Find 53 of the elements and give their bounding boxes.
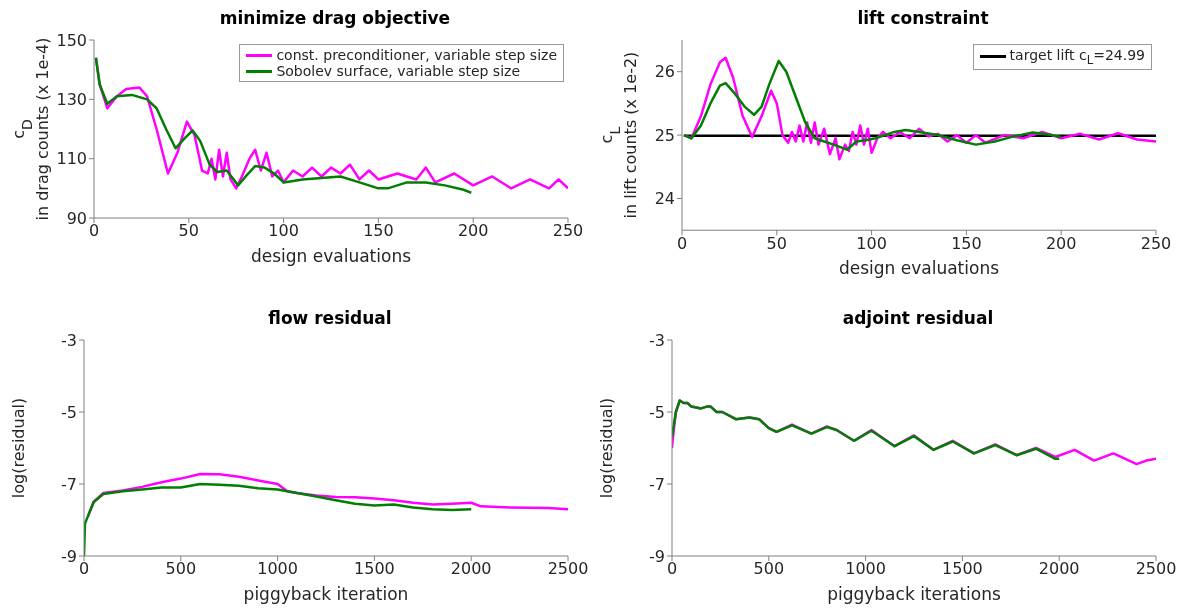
y-tick-label: 150 bbox=[56, 30, 87, 50]
chart-title: adjoint residual bbox=[841, 308, 995, 330]
y-tick-label: -7 bbox=[649, 474, 665, 494]
legend-label: target lift c$_{L}$=24.99 bbox=[1009, 47, 1145, 67]
x-tick-label: 1500 bbox=[354, 559, 395, 579]
y-axis-title: log(residual) bbox=[597, 397, 616, 499]
x-axis-title: piggyback iterations bbox=[827, 584, 1001, 604]
x-tick-label: 200 bbox=[457, 221, 489, 241]
x-axis-title: design evaluations bbox=[838, 258, 1000, 279]
y-tick-label: 90 bbox=[66, 208, 87, 228]
x-tick-label: 2500 bbox=[547, 559, 589, 579]
x-tick-label: 100 bbox=[856, 233, 887, 253]
y-tick-label: -9 bbox=[61, 546, 77, 566]
y-tick-label: 130 bbox=[56, 90, 87, 110]
y-tick-label: -5 bbox=[649, 402, 665, 422]
x-axis-title: design evaluations bbox=[250, 246, 412, 266]
x-axis-title: piggyback iteration bbox=[243, 584, 409, 604]
x-tick-label: 0 bbox=[666, 559, 678, 579]
chart-title: minimize drag objective bbox=[218, 8, 452, 30]
x-tick-label: 250 bbox=[1140, 233, 1172, 253]
x-tick-label: 50 bbox=[178, 221, 199, 241]
y-axis-title: log(residual) bbox=[9, 397, 28, 499]
x-tick-label: 100 bbox=[268, 221, 299, 241]
y-tick-label: -7 bbox=[61, 474, 77, 494]
x-tick-label: 0 bbox=[676, 233, 688, 253]
x-tick-label: 150 bbox=[363, 221, 394, 241]
x-tick-label: 1000 bbox=[257, 559, 298, 579]
x-tick-label: 150 bbox=[951, 233, 982, 253]
y-tick-label: -3 bbox=[649, 330, 665, 350]
x-tick-label: 500 bbox=[753, 559, 785, 579]
x-tick-label: 0 bbox=[88, 221, 100, 241]
y-tick-label: -3 bbox=[61, 330, 77, 350]
y-tick-label: 26 bbox=[654, 62, 675, 82]
chart-title: lift constraint bbox=[856, 8, 990, 30]
x-tick-label: 2000 bbox=[1038, 559, 1080, 579]
x-tick-label: 500 bbox=[165, 559, 197, 579]
x-tick-label: 50 bbox=[766, 233, 787, 253]
x-tick-label: 1000 bbox=[845, 559, 886, 579]
legend-label: const. preconditioner, variable step size bbox=[276, 47, 557, 63]
y-tick-label: -9 bbox=[649, 546, 665, 566]
y-tick-label: 24 bbox=[654, 189, 675, 209]
x-tick-label: 200 bbox=[1045, 233, 1077, 253]
legend-box: target lift c$_{L}$=24.99 bbox=[972, 44, 1152, 70]
x-tick-label: 0 bbox=[78, 559, 90, 579]
x-tick-label: 250 bbox=[552, 221, 584, 241]
x-tick-label: 2500 bbox=[1135, 559, 1177, 579]
chart-title: flow residual bbox=[267, 308, 393, 330]
x-tick-label: 2000 bbox=[450, 559, 492, 579]
x-tick-label: 1500 bbox=[942, 559, 983, 579]
y-tick-label: 25 bbox=[654, 125, 675, 145]
legend-label: Sobolev surface, variable step size bbox=[276, 63, 521, 79]
y-tick-label: -5 bbox=[61, 402, 77, 422]
y-tick-label: 110 bbox=[56, 149, 87, 169]
